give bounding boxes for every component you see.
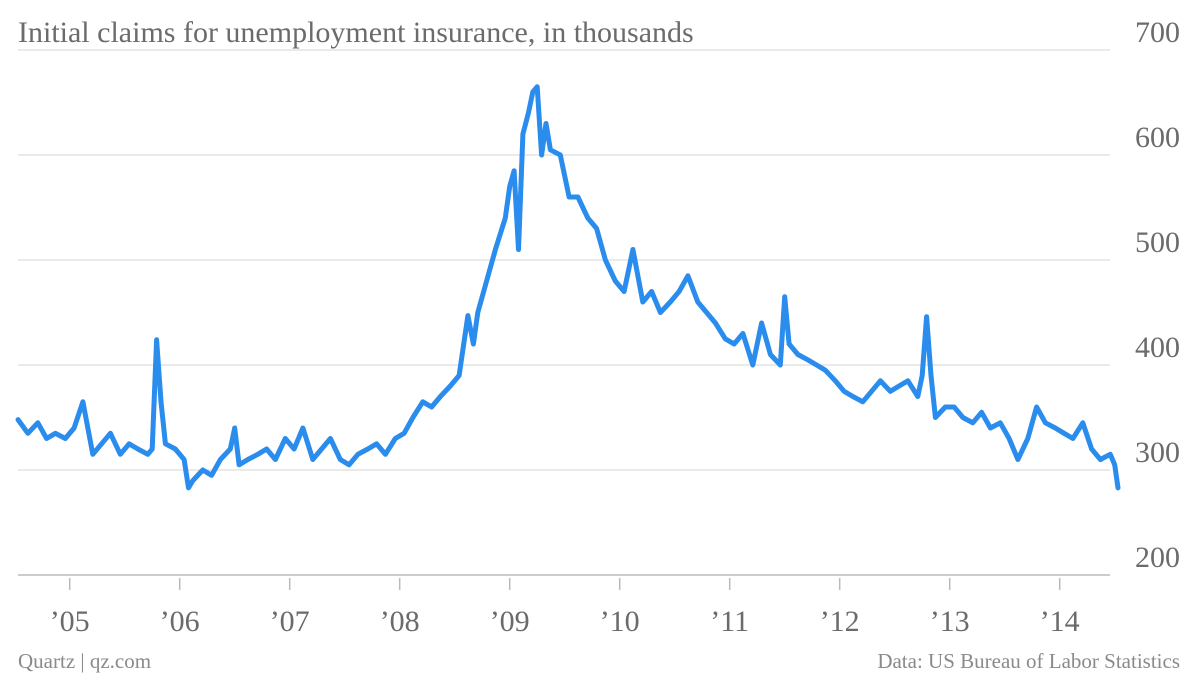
x-tick-label: ’08 bbox=[380, 605, 420, 638]
x-tick-label: ’11 bbox=[710, 605, 749, 638]
source: Data: US Bureau of Labor Statistics bbox=[877, 649, 1180, 673]
x-tick-label: ’05 bbox=[50, 605, 90, 638]
x-tick-label: ’06 bbox=[160, 605, 200, 638]
data-line bbox=[15, 84, 1121, 491]
y-tick-label: 400 bbox=[1135, 331, 1180, 364]
x-tick-label: ’13 bbox=[930, 605, 970, 638]
x-tick-label: ’09 bbox=[490, 605, 530, 638]
chart-title: Initial claims for unemployment insuranc… bbox=[18, 16, 694, 49]
y-tick-label: 600 bbox=[1135, 121, 1180, 154]
y-tick-label: 500 bbox=[1135, 226, 1180, 259]
x-tick-label: ’14 bbox=[1040, 605, 1080, 638]
y-tick-label: 700 bbox=[1135, 16, 1180, 49]
x-tick-label: ’12 bbox=[820, 605, 860, 638]
x-tick-label: ’07 bbox=[270, 605, 310, 638]
credit: Quartz | qz.com bbox=[18, 649, 151, 673]
y-tick-label: 300 bbox=[1135, 436, 1180, 469]
y-tick-label: 200 bbox=[1135, 541, 1180, 574]
x-tick-label: ’10 bbox=[600, 605, 640, 638]
